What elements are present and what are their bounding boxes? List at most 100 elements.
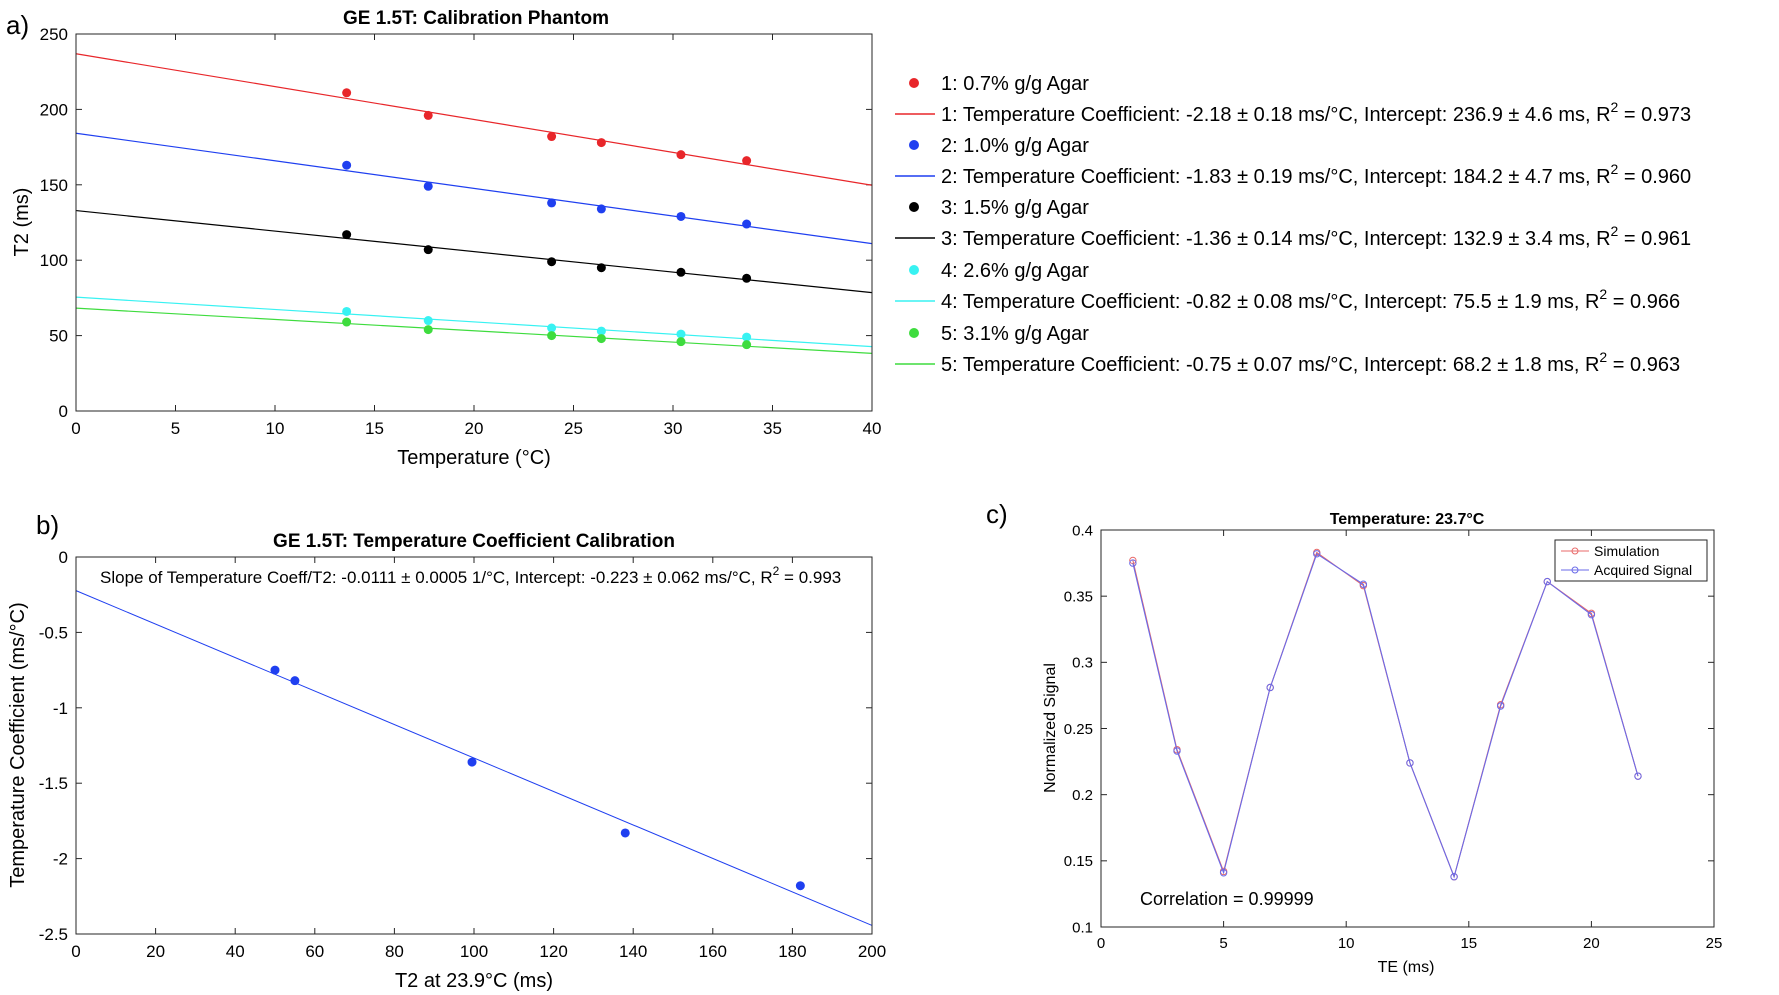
x-tick-label: 10 xyxy=(266,419,285,438)
y-tick-label: 200 xyxy=(40,100,68,119)
y-tick-label: 0.4 xyxy=(1072,522,1093,539)
panel-c-correlation: Correlation = 0.99999 xyxy=(1140,889,1314,909)
y-tick-label: -2.5 xyxy=(39,925,68,944)
x-tick-label: 120 xyxy=(539,942,567,961)
legend-fit-label-series-4: 4: Temperature Coefficient: -0.82 ± 0.08… xyxy=(941,286,1680,313)
panel-a-xlabel: Temperature (°C) xyxy=(397,447,551,469)
legend-marker-series-2 xyxy=(909,140,919,150)
y-tick-label: 50 xyxy=(49,327,68,346)
y-tick-label: 0 xyxy=(59,402,68,421)
x-tick-label: 20 xyxy=(1583,935,1600,952)
data-point-series-4 xyxy=(742,332,752,342)
x-tick-label: 30 xyxy=(664,419,683,438)
x-tick-label: 100 xyxy=(460,942,488,961)
series-line-2 xyxy=(1132,552,1639,879)
series-marker-2 xyxy=(1406,759,1414,767)
data-point-series-5 xyxy=(676,337,686,347)
y-tick-label: 0.25 xyxy=(1064,721,1093,738)
series-marker-2 xyxy=(1543,577,1551,586)
legend-label-series-1: 1: 0.7% g/g Agar xyxy=(941,73,1089,95)
y-tick-label: -0.5 xyxy=(39,623,68,642)
data-point xyxy=(467,757,477,767)
panel-c-ylabel: Normalized Signal xyxy=(1042,663,1059,793)
y-tick-label: 0.2 xyxy=(1072,787,1093,804)
data-point-series-1 xyxy=(742,156,752,166)
data-point-series-5 xyxy=(423,325,433,335)
x-tick-label: 140 xyxy=(619,942,647,961)
data-point-series-2 xyxy=(342,160,352,170)
x-tick-label: 25 xyxy=(1706,935,1723,952)
data-point-series-3 xyxy=(742,273,752,283)
y-tick-label: -1.5 xyxy=(39,774,68,793)
panel-c-letter: c) xyxy=(986,499,1008,529)
data-point-series-1 xyxy=(676,150,686,160)
series-marker-2 xyxy=(1634,772,1642,780)
panel-b-axes-box xyxy=(75,556,873,935)
y-tick-label: 0.3 xyxy=(1072,655,1093,672)
legend-marker-series-5 xyxy=(909,328,919,338)
x-tick-label: 160 xyxy=(699,942,727,961)
x-tick-label: 35 xyxy=(763,419,782,438)
series-marker-2 xyxy=(1219,869,1228,877)
panel-a-ylabel: T2 (ms) xyxy=(11,188,33,257)
data-point-series-4 xyxy=(423,316,433,326)
panel-b-letter: b) xyxy=(36,510,59,540)
data-point-series-4 xyxy=(676,329,686,339)
fit-line-series-2 xyxy=(75,132,873,245)
legend-marker-series-4 xyxy=(909,265,919,275)
series-marker-2 xyxy=(1266,683,1274,692)
series-marker-2 xyxy=(1496,702,1505,710)
panel-a-axes-box xyxy=(75,33,873,412)
legend-label-1: Simulation xyxy=(1594,543,1659,559)
x-tick-label: 0 xyxy=(1097,935,1105,952)
data-point-series-1 xyxy=(596,138,606,148)
x-tick-label: 5 xyxy=(1219,935,1227,952)
panel-c-legend: Simulation Acquired Signal xyxy=(1554,539,1708,582)
fit-line-series-4 xyxy=(75,296,873,348)
x-tick-label: 200 xyxy=(858,942,886,961)
fit-line-series-5 xyxy=(75,307,873,354)
x-tick-label: 20 xyxy=(465,419,484,438)
x-tick-label: 0 xyxy=(71,419,80,438)
data-point-series-3 xyxy=(596,263,606,273)
legend-label-series-4: 4: 2.6% g/g Agar xyxy=(941,260,1089,282)
y-tick-label: 100 xyxy=(40,251,68,270)
y-tick-label: 0.35 xyxy=(1064,588,1093,605)
y-tick-label: -2 xyxy=(53,850,68,869)
x-tick-label: 20 xyxy=(146,942,165,961)
data-point-series-2 xyxy=(423,181,433,191)
y-tick-label: 150 xyxy=(40,176,68,195)
legend-box xyxy=(1554,539,1708,582)
fit-line-series-3 xyxy=(75,209,873,294)
legend-label-series-5: 5: 3.1% g/g Agar xyxy=(941,323,1089,345)
legend-fit-label-series-2: 2: Temperature Coefficient: -1.83 ± 0.19… xyxy=(941,161,1691,188)
panel-b-title: GE 1.5T: Temperature Coefficient Calibra… xyxy=(273,531,675,552)
data-point-series-5 xyxy=(742,340,752,350)
data-point xyxy=(795,881,805,891)
fit-line xyxy=(75,590,873,926)
panel-a-letter: a) xyxy=(6,10,29,40)
x-tick-label: 15 xyxy=(1460,935,1477,952)
legend-label-series-3: 3: 1.5% g/g Agar xyxy=(941,197,1089,219)
panel-b-ylabel: Temperature Coefficient (ms/°C) xyxy=(7,602,29,888)
data-point-series-1 xyxy=(423,110,433,120)
x-tick-label: 60 xyxy=(305,942,324,961)
series-marker-2 xyxy=(1313,550,1321,558)
data-point-series-2 xyxy=(742,219,752,229)
legend-fit-label-series-1: 1: Temperature Coefficient: -2.18 ± 0.18… xyxy=(941,99,1691,126)
series-line-1 xyxy=(1132,551,1639,879)
series-marker-2 xyxy=(1359,580,1368,588)
panel-a-title: GE 1.5T: Calibration Phantom xyxy=(343,8,609,29)
panel-c-axes-box xyxy=(1100,529,1715,928)
x-tick-label: 5 xyxy=(171,419,180,438)
x-tick-label: 25 xyxy=(564,419,583,438)
panel-a: a) GE 1.5T: Calibration Phantom 0 5 10 15 20… xyxy=(6,8,1691,469)
fit-line-series-1 xyxy=(75,53,873,186)
panel-b: b) GE 1.5T: Temperature Coefficient Cali… xyxy=(7,510,886,992)
data-point-series-3 xyxy=(423,245,433,255)
legend-marker-1 xyxy=(1571,547,1579,555)
y-tick-label: 0.1 xyxy=(1072,919,1093,936)
x-tick-label: 0 xyxy=(71,942,80,961)
legend-marker-series-3 xyxy=(909,202,919,212)
